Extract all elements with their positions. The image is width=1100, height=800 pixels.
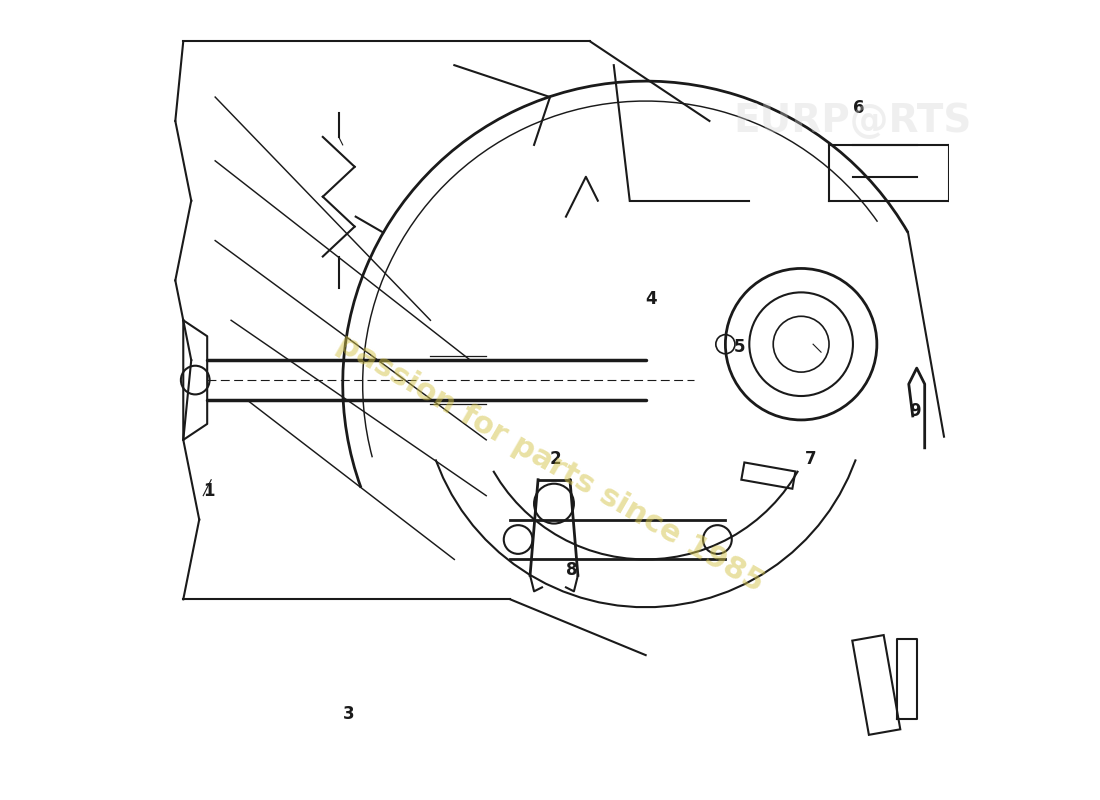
- Text: 6: 6: [852, 99, 865, 117]
- Text: 2: 2: [550, 450, 562, 468]
- Text: 9: 9: [909, 402, 921, 420]
- Bar: [852, 635, 900, 735]
- Text: passion for parts since 1985: passion for parts since 1985: [331, 330, 769, 598]
- Text: 4: 4: [646, 290, 658, 308]
- Bar: [741, 462, 795, 489]
- Text: 5: 5: [734, 338, 745, 356]
- Text: 8: 8: [565, 562, 578, 579]
- Text: EURP@RTS: EURP@RTS: [734, 102, 972, 140]
- Text: 1: 1: [204, 482, 214, 500]
- Text: 7: 7: [805, 450, 816, 468]
- Text: 3: 3: [343, 705, 354, 723]
